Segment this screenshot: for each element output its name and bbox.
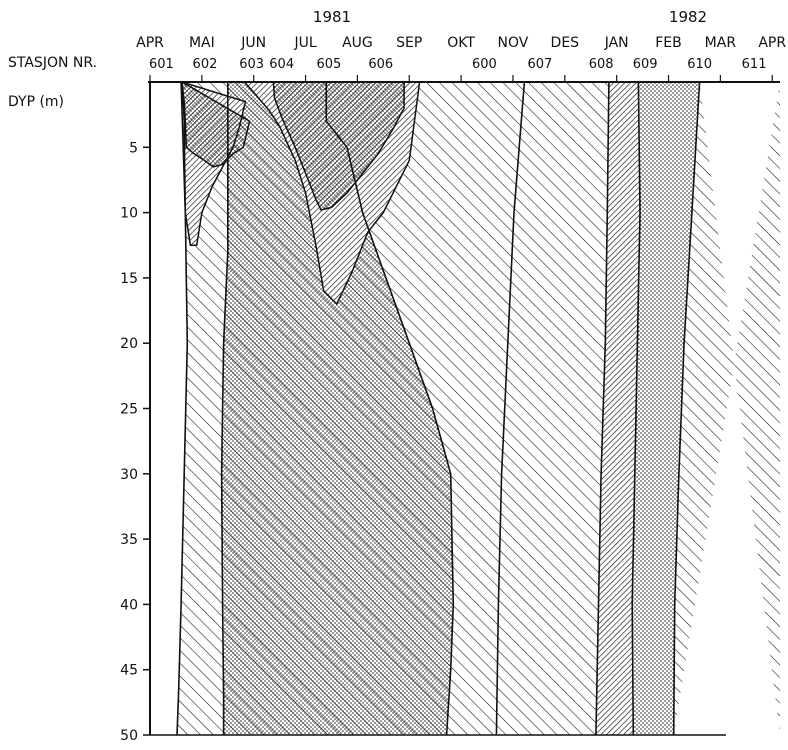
- station-label-609: 609: [633, 57, 658, 72]
- month-label: APR: [758, 35, 786, 51]
- month-label: NOV: [498, 35, 529, 51]
- zone-dotted-feb: [632, 82, 700, 735]
- station-label-602: 602: [193, 57, 218, 72]
- y-tick-label: 25: [120, 402, 138, 418]
- year-label-1982: 1982: [669, 8, 707, 26]
- month-label: JAN: [604, 35, 629, 51]
- boundary-b5: [595, 81, 610, 736]
- surface-layer-1: [181, 80, 251, 168]
- y-tick-label: 40: [120, 597, 138, 613]
- station-label-608: 608: [589, 57, 614, 72]
- station-label-604: 604: [269, 57, 294, 72]
- station-label-606: 606: [368, 57, 393, 72]
- month-label: DES: [551, 35, 580, 51]
- zone-dotted-deep: [221, 82, 454, 735]
- zone-hatched-spring: [673, 82, 780, 735]
- y-tick-label: 20: [120, 336, 138, 352]
- boundary-b6: [631, 81, 641, 736]
- station-label-607: 607: [528, 57, 553, 72]
- station-row-label: STASJON NR.: [8, 55, 97, 71]
- y-tick-label: 30: [120, 467, 138, 483]
- surface-layer-4: [272, 81, 405, 211]
- regions-layer: [177, 80, 780, 735]
- month-label: JUL: [293, 35, 316, 51]
- month-label: SEP: [396, 35, 422, 51]
- boundary-b7: [672, 81, 701, 736]
- y-tick-label: 45: [120, 663, 138, 679]
- month-label: AUG: [342, 35, 373, 51]
- zone-hatched-autumn: [496, 82, 609, 735]
- station-label-600: 600: [472, 57, 497, 72]
- month-label: MAI: [189, 35, 215, 51]
- month-label: FEB: [655, 35, 682, 51]
- station-label-601: 601: [149, 57, 174, 72]
- month-label: APR: [136, 35, 164, 51]
- axes-layer: APR MAI JUN JUL AUG SEP OKT NOV DES JAN FEB MAR APR 6…: [120, 35, 786, 744]
- station-label-610: 610: [687, 57, 712, 72]
- boundary-b3: [325, 82, 455, 736]
- boundary-b2: [220, 82, 229, 735]
- boundary-b4: [495, 81, 526, 736]
- y-axis-label: DYP (m): [8, 94, 64, 110]
- month-label: MAR: [705, 35, 737, 51]
- station-label-605: 605: [316, 57, 341, 72]
- boundary-b1: [176, 81, 189, 736]
- month-label: OKT: [447, 35, 475, 51]
- year-label-1981: 1981: [313, 8, 351, 26]
- y-tick-label: 50: [120, 728, 138, 744]
- y-tick-label: 10: [120, 206, 138, 222]
- y-tick-label: 15: [120, 271, 138, 287]
- y-tick-label: 35: [120, 532, 138, 548]
- station-label-611: 611: [742, 57, 767, 72]
- month-label: JUN: [240, 35, 266, 51]
- station-label-603: 603: [239, 57, 264, 72]
- y-tick-label: 5: [129, 140, 138, 156]
- boundary-lines-layer: [176, 81, 701, 736]
